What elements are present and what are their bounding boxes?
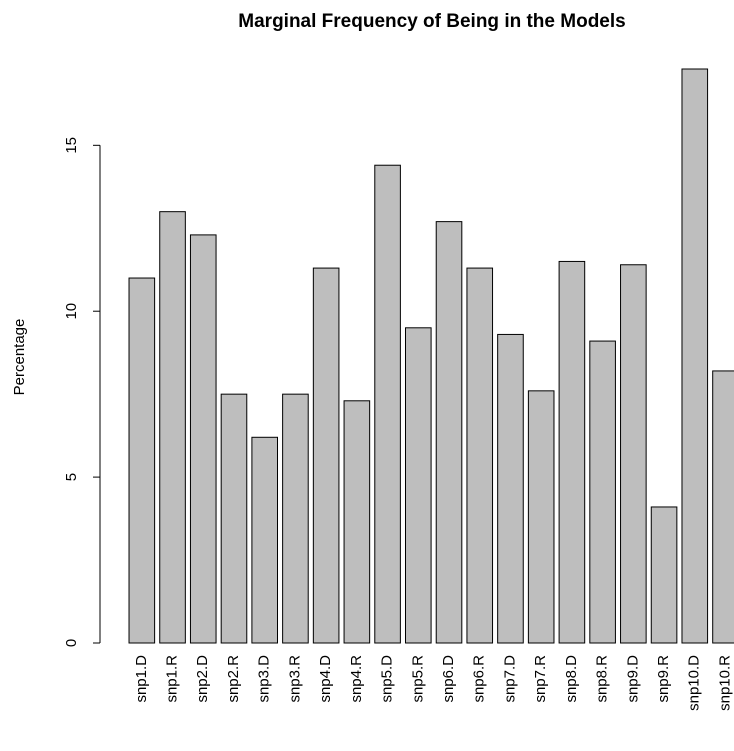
bar <box>466 267 494 644</box>
x-tick-label: snp6.D <box>440 655 457 703</box>
x-tick-label: snp4.D <box>317 655 334 703</box>
x-tick-label: snp5.D <box>379 655 396 703</box>
bar <box>251 436 278 644</box>
y-axis-label: Percentage <box>11 319 28 396</box>
x-tick-label: snp10.R <box>716 655 733 711</box>
bar <box>189 234 217 644</box>
bar <box>312 267 340 644</box>
bar <box>527 390 555 644</box>
bar <box>650 506 678 644</box>
bar <box>620 264 647 644</box>
bar <box>374 164 401 644</box>
x-tick-label: snp8.R <box>594 655 611 703</box>
y-tick-label: 15 <box>63 137 80 154</box>
x-tick-label: snp3.R <box>286 655 303 703</box>
x-tick-label: snp2.D <box>194 655 211 703</box>
x-tick-label: snp1.R <box>164 655 181 703</box>
bar <box>128 277 156 644</box>
x-tick-label: snp2.R <box>225 655 242 703</box>
y-tick-label: 5 <box>63 473 80 481</box>
bar <box>497 333 524 644</box>
bar <box>405 327 432 644</box>
bar <box>589 340 616 644</box>
bar <box>681 68 709 644</box>
x-tick-label: snp9.R <box>655 655 672 703</box>
x-tick-label: snp5.R <box>409 655 426 703</box>
y-tick-label: 0 <box>63 639 80 647</box>
x-tick-label: snp7.D <box>501 655 518 703</box>
x-tick-label: snp9.D <box>624 655 641 703</box>
x-tick-label: snp4.R <box>348 655 365 703</box>
x-tick-label: snp6.R <box>471 655 488 703</box>
x-tick-label: snp10.D <box>686 655 703 711</box>
x-tick-label: snp7.R <box>532 655 549 703</box>
bar <box>435 221 463 644</box>
bar <box>343 400 371 644</box>
y-tick-label: 10 <box>63 303 80 320</box>
bar <box>159 211 186 644</box>
bar <box>558 260 586 644</box>
bar <box>220 393 248 644</box>
bar <box>282 393 309 644</box>
bar <box>712 370 734 644</box>
x-tick-label: snp1.D <box>133 655 150 703</box>
x-tick-label: snp8.D <box>563 655 580 703</box>
x-tick-label: snp3.D <box>256 655 273 703</box>
chart-title: Marginal Frequency of Being in the Model… <box>238 11 625 32</box>
